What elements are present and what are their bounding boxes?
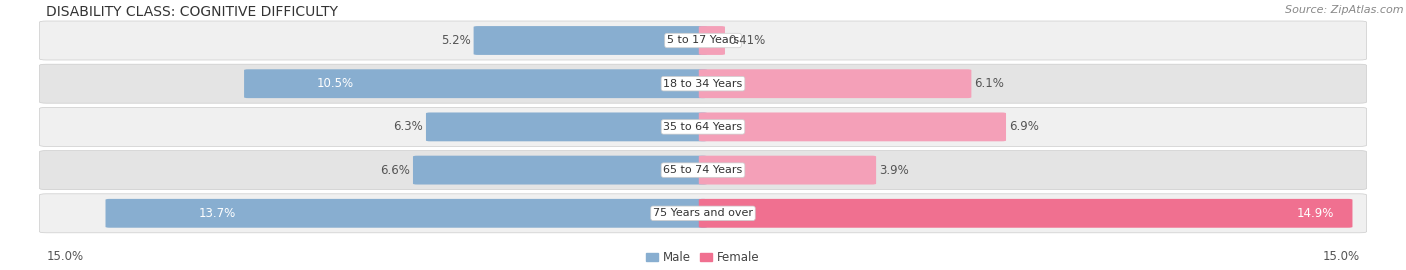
Text: Source: ZipAtlas.com: Source: ZipAtlas.com <box>1285 5 1403 15</box>
Text: 5 to 17 Years: 5 to 17 Years <box>666 35 740 46</box>
Text: 0.41%: 0.41% <box>728 34 765 47</box>
Text: 18 to 34 Years: 18 to 34 Years <box>664 79 742 89</box>
FancyBboxPatch shape <box>699 199 1353 228</box>
FancyBboxPatch shape <box>39 107 1367 146</box>
FancyBboxPatch shape <box>105 199 707 228</box>
FancyBboxPatch shape <box>413 156 707 184</box>
Text: 65 to 74 Years: 65 to 74 Years <box>664 165 742 175</box>
FancyBboxPatch shape <box>426 113 707 141</box>
FancyBboxPatch shape <box>245 69 707 98</box>
Text: 35 to 64 Years: 35 to 64 Years <box>664 122 742 132</box>
Legend: Male, Female: Male, Female <box>647 251 759 264</box>
FancyBboxPatch shape <box>474 26 707 55</box>
Text: 14.9%: 14.9% <box>1296 207 1334 220</box>
Text: 6.9%: 6.9% <box>1010 120 1039 133</box>
FancyBboxPatch shape <box>39 21 1367 60</box>
Text: 13.7%: 13.7% <box>198 207 236 220</box>
FancyBboxPatch shape <box>699 156 876 184</box>
Text: 15.0%: 15.0% <box>1323 250 1360 263</box>
Text: 10.5%: 10.5% <box>316 77 354 90</box>
Text: 15.0%: 15.0% <box>46 250 83 263</box>
FancyBboxPatch shape <box>39 194 1367 233</box>
FancyBboxPatch shape <box>699 26 725 55</box>
FancyBboxPatch shape <box>699 113 1007 141</box>
Text: 5.2%: 5.2% <box>441 34 471 47</box>
FancyBboxPatch shape <box>699 69 972 98</box>
Text: 3.9%: 3.9% <box>879 164 908 177</box>
FancyBboxPatch shape <box>39 151 1367 190</box>
Text: 6.6%: 6.6% <box>380 164 411 177</box>
FancyBboxPatch shape <box>39 64 1367 103</box>
Text: 6.3%: 6.3% <box>394 120 423 133</box>
Text: 75 Years and over: 75 Years and over <box>652 208 754 218</box>
Text: DISABILITY CLASS: COGNITIVE DIFFICULTY: DISABILITY CLASS: COGNITIVE DIFFICULTY <box>46 5 339 19</box>
Text: 6.1%: 6.1% <box>974 77 1004 90</box>
